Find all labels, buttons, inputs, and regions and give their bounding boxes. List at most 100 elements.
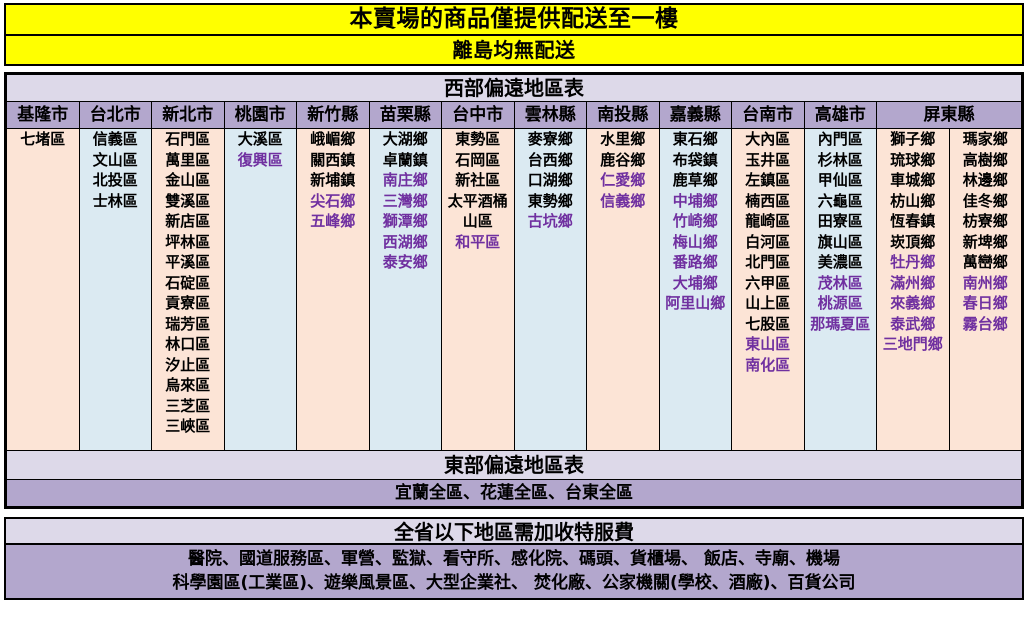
west-table-header-台北市: 台北市 bbox=[78, 101, 152, 129]
area-item: 貢寮區 bbox=[165, 294, 211, 312]
area-item: 石岡區 bbox=[455, 150, 501, 169]
area-item: 七股區 bbox=[745, 314, 791, 333]
west-table-body-row: 七堵區 信義區 文山區 北投區 士林區 石門區 萬里區 金山區 雙溪區 新店區 坪林區 平溪區 石碇區貢… bbox=[6, 128, 1022, 451]
area-item: 山上區 bbox=[745, 294, 791, 312]
area-item: 六甲區 bbox=[745, 273, 791, 292]
area-item: 大內區 bbox=[745, 130, 791, 148]
area-item: 茂林區 bbox=[817, 273, 863, 292]
delivery-notice-banner-secondary: 離島均無配送 bbox=[4, 36, 1024, 66]
area-item: 新社區 bbox=[455, 171, 501, 189]
west-table-column-8: 水里鄉 鹿谷鄉 仁愛鄉 信義鄉 bbox=[586, 128, 660, 451]
area-item: 北門區 bbox=[745, 253, 791, 271]
west-table-column-0: 七堵區 bbox=[6, 128, 80, 451]
area-item: 復興區 bbox=[237, 150, 283, 169]
area-item: 恆春鎮 bbox=[890, 212, 936, 230]
area-item: 和平區 bbox=[455, 232, 501, 251]
area-item: 古坑鄉 bbox=[527, 212, 573, 230]
area-item: 平溪區 bbox=[165, 253, 211, 271]
west-table-title-row: 西部偏遠地區表 bbox=[6, 74, 1022, 102]
west-table-column-13: 瑪家鄉 高樹鄉 林邊鄉 佳冬鄉 枋寮鄉 新埤鄉 萬巒鄉 南州鄉 春日鄉 霧台鄉 bbox=[948, 128, 1022, 451]
west-remote-area-table: 西部偏遠地區表 基隆市 台北市 新北市 桃園市 新竹縣 苗栗縣 台中市 雲林縣 南投縣 嘉義縣 台南… bbox=[6, 74, 1022, 507]
area-item: 枋寮鄉 bbox=[962, 212, 1008, 230]
west-table-column-3: 大溪區 復興區 bbox=[223, 128, 297, 451]
area-item: 美濃區 bbox=[817, 253, 863, 271]
area-item: 六龜區 bbox=[817, 191, 863, 210]
east-table-regions: 宜蘭全區、花蓮全區、台東全區 bbox=[6, 479, 1022, 507]
west-table-header-基隆市: 基隆市 bbox=[6, 101, 80, 129]
area-item: 瑪家鄉 bbox=[962, 130, 1008, 148]
area-item: 梅山鄉 bbox=[672, 232, 718, 251]
area-item: 番路鄉 bbox=[672, 253, 718, 271]
area-item: 東勢鄉 bbox=[527, 191, 573, 210]
area-item: 西湖鄉 bbox=[382, 232, 428, 251]
area-item: 佳冬鄉 bbox=[962, 191, 1008, 210]
area-item: 滿州鄉 bbox=[890, 273, 936, 292]
area-item: 石門區 bbox=[165, 130, 211, 148]
area-item: 中埔鄉 bbox=[672, 191, 718, 210]
area-item: 太平酒桶山區 bbox=[447, 191, 508, 231]
area-item: 大湖鄉 bbox=[382, 130, 428, 148]
area-item: 口湖鄉 bbox=[527, 171, 573, 189]
area-item: 竹崎鄉 bbox=[672, 212, 718, 230]
area-item: 坪林區 bbox=[165, 232, 211, 251]
area-item: 林口區 bbox=[165, 335, 211, 353]
area-item: 田寮區 bbox=[817, 212, 863, 230]
area-item: 士林區 bbox=[92, 191, 138, 210]
area-item: 南化區 bbox=[745, 355, 791, 374]
east-table-title-row: 東部偏遠地區表 bbox=[6, 450, 1022, 480]
area-item: 林邊鄉 bbox=[962, 171, 1008, 189]
area-item: 文山區 bbox=[92, 150, 138, 169]
west-table-column-2: 石門區 萬里區 金山區 雙溪區 新店區 坪林區 平溪區 石碇區 貢寮區 瑞芳區 林口區 汐止區 烏來區三… bbox=[151, 128, 225, 451]
west-table-header-台南市: 台南市 bbox=[731, 101, 805, 129]
area-item: 北投區 bbox=[92, 171, 138, 189]
area-item: 南庄鄉 bbox=[382, 171, 428, 189]
west-table-header-嘉義縣: 嘉義縣 bbox=[658, 101, 732, 129]
west-table-header-屏東縣: 屏東縣 bbox=[876, 101, 1022, 129]
area-item: 瑞芳區 bbox=[165, 314, 211, 333]
west-remote-area-table-block: 西部偏遠地區表 基隆市 台北市 新北市 桃園市 新竹縣 苗栗縣 台中市 雲林縣 南投縣 嘉義縣 台南… bbox=[4, 72, 1024, 509]
area-item: 水里鄉 bbox=[600, 130, 646, 148]
area-item: 內門區 bbox=[817, 130, 863, 148]
west-table-title: 西部偏遠地區表 bbox=[6, 74, 1022, 102]
area-item: 牡丹鄉 bbox=[890, 253, 936, 271]
area-item: 石碇區 bbox=[165, 273, 211, 292]
area-item: 東勢區 bbox=[455, 130, 501, 148]
area-item: 關西鎮 bbox=[310, 150, 356, 169]
west-table-column-9: 東石鄉 布袋鎮 鹿草鄉 中埔鄉 竹崎鄉 梅山鄉 番路鄉 大埔鄉 阿里山鄉 bbox=[658, 128, 732, 451]
area-item: 七堵區 bbox=[20, 130, 66, 148]
area-item: 大埔鄉 bbox=[672, 273, 718, 292]
area-item: 車城鄉 bbox=[890, 171, 936, 189]
area-item: 霧台鄉 bbox=[962, 314, 1008, 333]
area-item: 楠西區 bbox=[745, 191, 791, 210]
area-item: 龍崎區 bbox=[745, 212, 791, 230]
area-item: 枋山鄉 bbox=[890, 191, 936, 210]
west-table-column-10: 大內區 玉井區 左鎮區 楠西區 龍崎區 白河區 北門區 六甲區 山上區 七股區 東山區 南化區 bbox=[731, 128, 805, 451]
west-table-header-雲林縣: 雲林縣 bbox=[513, 101, 587, 129]
area-item: 卓蘭鎮 bbox=[382, 150, 428, 169]
area-item: 汐止區 bbox=[165, 355, 211, 374]
area-item: 獅子鄉 bbox=[890, 130, 936, 148]
area-item: 台西鄉 bbox=[527, 150, 573, 169]
area-item: 泰武鄉 bbox=[890, 314, 936, 333]
area-item: 獅潭鄉 bbox=[382, 212, 428, 230]
area-item: 南州鄉 bbox=[962, 273, 1008, 292]
area-item: 鹿谷鄉 bbox=[600, 150, 646, 169]
area-item: 五峰鄉 bbox=[310, 212, 356, 230]
west-table-column-12: 獅子鄉 琉球鄉 車城鄉 枋山鄉 恆春鎮 崁頂鄉 牡丹鄉 滿州鄉 來義鄉 泰武鄉 三地門鄉 bbox=[876, 128, 950, 451]
special-service-fee-list: 醫院、國道服務區、軍營、監獄、看守所、感化院、碼頭、貨櫃場、 飯店、寺廟、機場科… bbox=[6, 545, 1022, 598]
area-item: 三芝區 bbox=[165, 396, 211, 415]
area-item: 高樹鄉 bbox=[962, 150, 1008, 169]
west-table-column-11: 內門區 杉林區 甲仙區 六龜區 田寮區 旗山區 美濃區 茂林區 桃源區 那瑪夏區 bbox=[803, 128, 877, 451]
area-item: 三峽區 bbox=[165, 417, 211, 435]
east-table-body-row: 宜蘭全區、花蓮全區、台東全區 bbox=[6, 479, 1022, 507]
west-table-column-1: 信義區 文山區 北投區 士林區 bbox=[78, 128, 152, 451]
area-item: 三灣鄉 bbox=[382, 191, 428, 210]
area-item: 新埤鄉 bbox=[962, 232, 1008, 251]
area-item: 尖石鄉 bbox=[310, 191, 356, 210]
area-item: 萬里區 bbox=[165, 150, 211, 169]
area-item: 那瑪夏區 bbox=[810, 314, 871, 333]
area-item: 杉林區 bbox=[817, 150, 863, 169]
area-item: 布袋鎮 bbox=[672, 150, 718, 169]
area-item: 峨嵋鄉 bbox=[310, 130, 356, 148]
west-table-header-苗栗縣: 苗栗縣 bbox=[368, 101, 442, 129]
